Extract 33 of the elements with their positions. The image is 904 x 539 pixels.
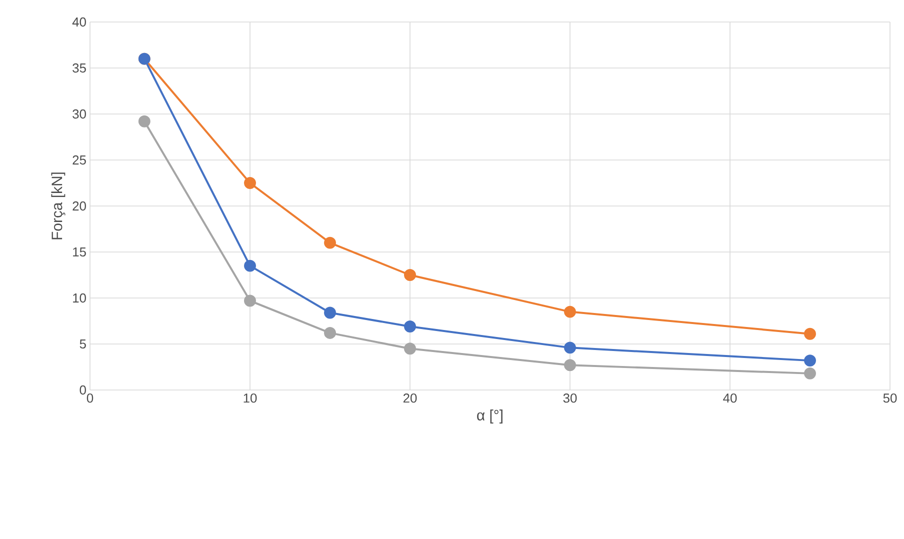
point <box>324 326 336 339</box>
x-tick-label: 0 <box>86 394 94 403</box>
x-tick-label: 10 <box>244 394 257 403</box>
y-axis-title: Força [kN] <box>51 172 66 240</box>
point <box>324 236 336 249</box>
y-tick-label: 0 <box>80 385 86 395</box>
point <box>564 306 576 318</box>
y-tick-label: 15 <box>73 247 86 257</box>
point <box>244 294 256 307</box>
point <box>404 269 416 281</box>
point <box>804 354 816 367</box>
point <box>324 306 336 319</box>
y-tick-label: 35 <box>72 63 86 73</box>
point <box>404 320 416 332</box>
point <box>804 367 816 380</box>
y-tick-label: 5 <box>80 339 86 349</box>
y-tick-label: 30 <box>72 109 86 119</box>
point <box>564 359 576 372</box>
x-tick-label: 50 <box>883 394 897 403</box>
point <box>244 177 256 189</box>
point <box>404 342 416 355</box>
point <box>804 328 816 340</box>
point <box>244 260 256 272</box>
point <box>564 342 576 354</box>
x-tick-label: 40 <box>723 394 737 403</box>
x-axis-title: α [°] <box>477 410 502 424</box>
x-tick-label: 30 <box>563 394 577 403</box>
x-tick-label: 20 <box>403 394 417 403</box>
y-tick-label: 20 <box>72 201 86 211</box>
y-tick-label: 25 <box>72 155 86 165</box>
point <box>138 115 150 128</box>
y-tick-label: 40 <box>72 17 86 27</box>
y-tick-label: 10 <box>73 293 86 303</box>
